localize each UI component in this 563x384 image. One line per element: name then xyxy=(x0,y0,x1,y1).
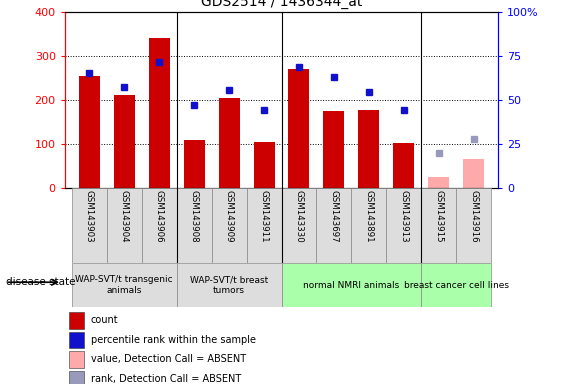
Bar xyxy=(114,95,135,188)
Title: GDS2514 / 1436344_at: GDS2514 / 1436344_at xyxy=(201,0,362,9)
Text: WAP-SVT/t transgenic
animals: WAP-SVT/t transgenic animals xyxy=(75,275,173,295)
Bar xyxy=(282,188,316,263)
Bar xyxy=(149,38,169,188)
Text: rank, Detection Call = ABSENT: rank, Detection Call = ABSENT xyxy=(91,374,241,384)
Bar xyxy=(463,159,484,188)
Bar xyxy=(142,188,177,263)
Bar xyxy=(324,111,345,188)
Text: normal NMRI animals: normal NMRI animals xyxy=(303,281,400,290)
Text: percentile rank within the sample: percentile rank within the sample xyxy=(91,335,256,345)
Text: GSM143911: GSM143911 xyxy=(260,190,269,243)
Bar xyxy=(107,188,142,263)
Text: GSM143697: GSM143697 xyxy=(329,190,338,243)
Text: GSM143915: GSM143915 xyxy=(434,190,443,243)
Text: GSM143903: GSM143903 xyxy=(84,190,93,243)
Bar xyxy=(69,371,84,384)
Bar xyxy=(316,188,351,263)
Bar xyxy=(359,110,379,188)
Bar xyxy=(69,332,84,348)
Text: value, Detection Call = ABSENT: value, Detection Call = ABSENT xyxy=(91,354,246,364)
Bar xyxy=(421,188,456,263)
Bar xyxy=(177,263,282,307)
Bar xyxy=(72,263,177,307)
Text: GSM143906: GSM143906 xyxy=(155,190,164,243)
Text: breast cancer cell lines: breast cancer cell lines xyxy=(404,281,509,290)
Bar xyxy=(69,312,84,329)
Bar xyxy=(212,188,247,263)
Text: disease state: disease state xyxy=(6,277,75,287)
Bar xyxy=(394,143,414,188)
Text: GSM143908: GSM143908 xyxy=(190,190,199,243)
Bar xyxy=(351,188,386,263)
Bar xyxy=(177,188,212,263)
Text: WAP-SVT/t breast
tumors: WAP-SVT/t breast tumors xyxy=(190,275,268,295)
Bar xyxy=(69,351,84,367)
Bar xyxy=(253,142,275,188)
Bar xyxy=(456,188,491,263)
Text: GSM143916: GSM143916 xyxy=(470,190,479,243)
Bar xyxy=(282,263,421,307)
Text: count: count xyxy=(91,315,118,325)
Bar xyxy=(218,98,239,188)
Bar xyxy=(288,69,310,188)
Bar xyxy=(247,188,282,263)
Text: GSM143913: GSM143913 xyxy=(399,190,408,243)
Bar xyxy=(79,76,100,188)
Bar xyxy=(421,263,491,307)
Bar xyxy=(72,188,107,263)
Text: GSM143891: GSM143891 xyxy=(364,190,373,243)
Bar xyxy=(428,177,449,188)
Text: GSM143904: GSM143904 xyxy=(120,190,129,243)
Bar xyxy=(386,188,421,263)
Bar xyxy=(184,140,204,188)
Text: GSM143909: GSM143909 xyxy=(225,190,234,243)
Text: GSM143330: GSM143330 xyxy=(294,190,303,243)
